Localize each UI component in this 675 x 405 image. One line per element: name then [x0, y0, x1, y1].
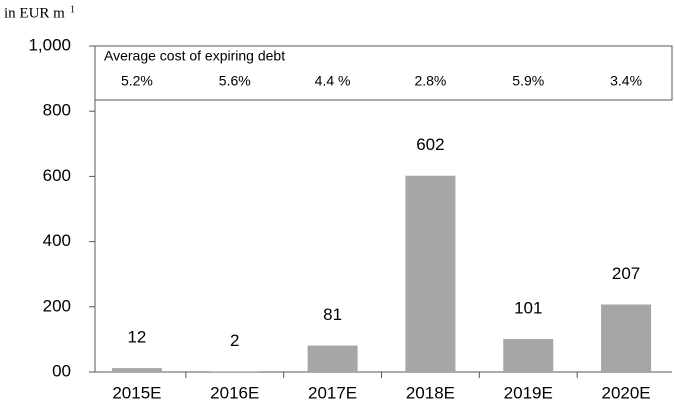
- x-tick-label: 2016E: [210, 383, 259, 402]
- inset-value: 5.9%: [512, 73, 544, 89]
- bar: [307, 345, 358, 372]
- bar: [601, 304, 652, 372]
- data-label: 12: [127, 328, 146, 347]
- x-tick-label: 2017E: [308, 383, 357, 402]
- bar: [405, 175, 456, 372]
- inset-value: 5.2%: [121, 73, 153, 89]
- data-label: 207: [612, 264, 640, 283]
- data-label: 81: [323, 305, 342, 324]
- y-tick-label: 400: [43, 231, 71, 250]
- x-tick-label: 2019E: [504, 383, 553, 402]
- data-label: 101: [514, 299, 542, 318]
- y-tick-label: 1,000: [28, 35, 71, 54]
- y-axis-label-note: 1: [70, 4, 75, 15]
- y-tick-label: 200: [43, 296, 71, 315]
- bar: [209, 371, 260, 372]
- x-tick-label: 2020E: [601, 383, 650, 402]
- y-tick-label: 600: [43, 166, 71, 185]
- x-tick-label: 2018E: [406, 383, 455, 402]
- y-tick-label: 800: [43, 101, 71, 120]
- data-label: 2: [230, 331, 239, 350]
- data-label: 602: [416, 135, 444, 154]
- y-axis-label: in EUR m: [4, 5, 65, 21]
- inset-value: 5.6%: [219, 73, 251, 89]
- inset-title: Average cost of expiring debt: [104, 48, 285, 64]
- bar: [503, 339, 554, 372]
- y-tick-label: 00: [52, 361, 71, 380]
- x-tick-label: 2015E: [112, 383, 161, 402]
- inset-value: 4.4 %: [315, 73, 351, 89]
- inset-value: 2.8%: [414, 73, 446, 89]
- inset-value: 3.4%: [610, 73, 642, 89]
- bar: [111, 368, 162, 372]
